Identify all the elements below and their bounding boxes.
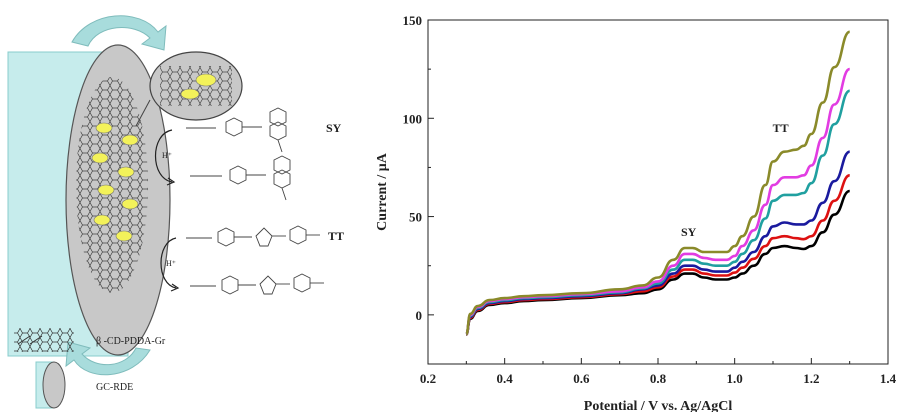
h-plus-label-2: H⁺ [166,259,176,268]
series-layer [465,30,851,336]
tt-scheme-label: TT [328,229,344,243]
x-tick-label-4: 0.8 [650,371,667,386]
x-tick-label-7: 1.4 [880,371,897,386]
x-tick-label-5: 1.0 [727,371,743,386]
modifier-legend-glyph [14,328,74,352]
annotation-sy: SY [681,225,697,239]
voltammogram-chart: 0.2 0.4 0.6 0.8 1.0 1.2 1.4 0 50 100 150 SY TT Pot… [375,13,897,412]
x-tick-layer: 0.2 0.4 0.6 0.8 1.0 1.2 1.4 [420,358,897,386]
tt-molecule-structures [186,225,324,295]
series-line-2 [465,174,851,336]
bottom-rotation-arrow [65,341,151,376]
y-axis-label: Current / μA [375,152,390,231]
y-tick-label-3: 100 [403,111,423,126]
x-tick-label-2: 0.4 [497,371,514,386]
y-tick-label-4: 150 [403,13,423,28]
y-tick-label-1: 0 [416,308,423,323]
x-tick-label-6: 1.2 [803,371,819,386]
top-rotation-arrow [71,15,167,51]
graphene-modifier-layer [76,77,148,293]
x-tick-label-1: 0.2 [420,371,436,386]
electrode-legend-glyph [35,361,66,409]
series-line-5 [465,67,851,336]
sy-scheme-label: SY [326,121,342,135]
y-tick-label-2: 50 [409,210,422,225]
series-line-3 [465,150,851,336]
annotation-tt: TT [773,121,789,135]
sy-molecule-structures [186,107,291,201]
modifier-legend-label: β -CD-PDDA-Gr [96,336,166,347]
y-tick-layer: 0 50 100 150 [403,13,434,365]
electrode-legend-label: GC-RDE [96,382,133,393]
reaction-scheme: H⁺ H⁺ SY TT [7,15,344,409]
x-tick-label-3: 0.6 [573,371,590,386]
annotation-layer: SY TT [681,121,789,239]
beta-cd-molecules [91,122,139,242]
series-line-6 [465,30,851,336]
series-line-1 [465,189,851,336]
x-axis-label: Potential / V vs. Ag/AgCl [584,399,733,412]
plot-frame [427,19,889,365]
h-plus-label-1: H⁺ [162,151,172,160]
